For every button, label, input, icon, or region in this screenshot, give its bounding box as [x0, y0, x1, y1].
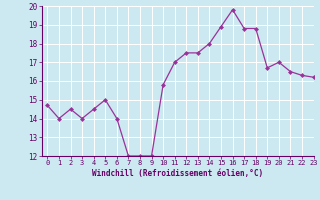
X-axis label: Windchill (Refroidissement éolien,°C): Windchill (Refroidissement éolien,°C)	[92, 169, 263, 178]
